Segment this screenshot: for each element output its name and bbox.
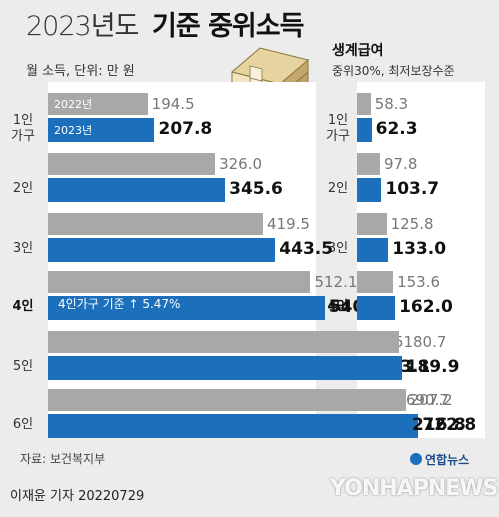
byline: 이재윤 기자 20220729	[10, 489, 145, 504]
row-label: 1인 가구	[326, 112, 350, 144]
value-label-2022: 207.2	[409, 391, 453, 409]
value-label-2023: 345.6	[229, 179, 283, 199]
value-label-2022: 690.7	[405, 391, 449, 409]
row-label: 6인	[12, 416, 34, 432]
bar-2023	[48, 414, 419, 438]
row-label: 1인 가구	[11, 112, 35, 144]
right-chart-subtitle: 중위30%, 최저보장수준	[332, 64, 455, 78]
value-label-2023: 443.5	[279, 239, 334, 259]
bar-2022	[357, 213, 387, 235]
unit-note: 월 소득, 단위: 만 원	[26, 64, 135, 79]
bar-2022	[357, 271, 394, 293]
value-label-2022: 512.1	[314, 273, 358, 291]
row-label: 5인	[12, 358, 34, 374]
bar-2023	[357, 414, 408, 438]
bar-2022	[357, 331, 400, 353]
chart-title-year: 2023년도	[26, 11, 139, 42]
bar-2022	[48, 331, 357, 353]
bar-2022	[357, 389, 406, 411]
bar-2023	[48, 238, 276, 262]
bar-2023	[357, 356, 402, 380]
bar-2023	[48, 296, 325, 320]
value-label-2023: 207.8	[158, 119, 213, 139]
value-label-2023: 133.0	[392, 239, 447, 259]
value-label-2022: 153.6	[397, 273, 441, 291]
bar-2022	[48, 213, 263, 235]
row-label: 2인	[327, 180, 349, 196]
bar-2023	[357, 118, 372, 142]
bar-2023	[48, 118, 155, 142]
agency-name: 연합뉴스	[425, 453, 470, 467]
legend-2023: 2023년	[54, 124, 93, 137]
row-label: 4인	[12, 298, 34, 314]
value-label-2023: 62.3	[375, 119, 418, 139]
value-label-2023: 189.9	[405, 357, 460, 377]
bar-2023	[357, 178, 382, 202]
legend-2022: 2022년	[54, 98, 93, 111]
value-label-2022: 97.8	[383, 155, 418, 173]
agency-logo: 연합뉴스	[410, 451, 469, 468]
value-label-2023: 216.8	[411, 415, 466, 435]
growth-callout: 4인가구 기준 ↑ 5.47%	[58, 297, 181, 311]
value-label-2022: 180.7	[403, 333, 447, 351]
value-label-2022: 326.0	[219, 155, 263, 173]
bar-2023	[357, 238, 389, 262]
value-label-2023: 722.8	[422, 415, 477, 435]
row-label: 3인	[327, 240, 349, 256]
agency-logo-icon	[410, 453, 422, 465]
value-label-2022: 125.8	[390, 215, 434, 233]
chart-title: 기준 중위소득	[152, 11, 304, 42]
bar-2022	[48, 271, 311, 293]
watermark: YONHAPNEWS	[330, 476, 498, 501]
value-label-2022: 58.3	[374, 95, 409, 113]
row-label: 3인	[12, 240, 34, 256]
right-chart-title: 생계급여	[332, 43, 384, 59]
source-note: 자료: 보건복지부	[20, 452, 106, 466]
value-label-2022: 419.5	[266, 215, 310, 233]
bar-2023	[357, 296, 396, 320]
row-label: 2인	[12, 180, 34, 196]
bar-2022	[48, 389, 402, 411]
bar-2022	[357, 153, 380, 175]
bar-2022	[48, 93, 148, 115]
bar-2022	[357, 93, 371, 115]
bar-2023	[48, 356, 373, 380]
bar-2022	[48, 153, 216, 175]
value-label-2022: 194.5	[151, 95, 195, 113]
row-label: 4인	[327, 298, 349, 314]
value-label-2023: 103.7	[385, 179, 440, 199]
bar-2023	[48, 178, 226, 202]
value-label-2023: 162.0	[399, 297, 453, 317]
